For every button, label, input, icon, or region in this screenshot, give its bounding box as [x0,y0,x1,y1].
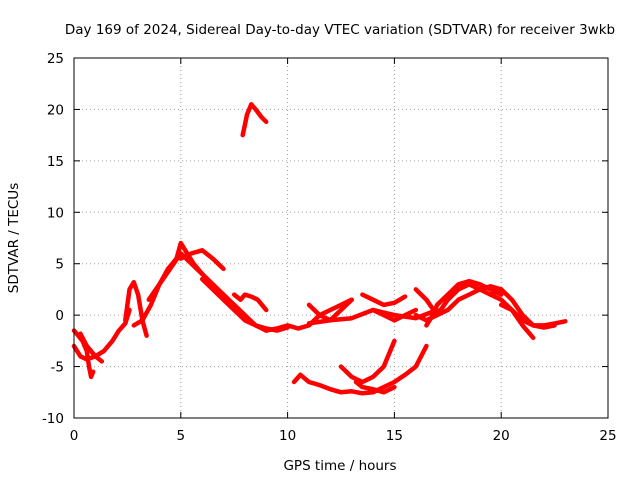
y-tick-label: 5 [55,257,64,273]
y-tick-label: 20 [47,102,64,118]
x-tick-label: 15 [386,428,403,444]
series-track-3 [78,331,105,364]
series-track-4 [123,279,149,338]
series-track-15 [370,307,419,323]
y-tick-label: 25 [47,51,64,67]
y-tick-label: -10 [42,411,64,427]
x-tick-label: 20 [493,428,510,444]
series-track-1 [71,328,96,380]
series-track-6 [146,251,269,333]
plot-frame [73,57,609,419]
y-tick-label: 10 [47,205,64,221]
x-tick-label: 0 [70,428,79,444]
x-axis-label: GPS time / hours [283,458,396,474]
axis-ticks [73,57,609,419]
series-track-20 [413,287,483,318]
grid-lines [74,58,608,418]
y-tick-label: 0 [55,308,64,324]
y-tick-label: 15 [47,154,64,170]
y-axis-label: SDTVAR / TECUs [6,183,22,293]
series-track-14 [360,292,408,308]
y-tick-labels: -10 -5 0 5 10 15 20 25 [42,51,64,427]
x-tick-labels: 0 5 10 15 20 25 [70,428,617,444]
series-track-18 [353,379,397,395]
series-track-16 [291,343,429,396]
series-track-7 [178,248,226,272]
chart-title: Day 169 of 2024, Sidereal Day-to-day VTE… [65,22,615,38]
series-track-17 [338,338,397,385]
y-tick-label: -5 [51,360,64,376]
data-series [71,102,568,396]
series-track-10 [240,102,269,138]
x-tick-label: 5 [177,428,186,444]
series-track-9 [231,292,269,313]
series-track-2 [71,307,132,362]
x-tick-label: 25 [599,428,616,444]
x-tick-label: 10 [279,428,296,444]
series-track-24 [498,302,557,330]
